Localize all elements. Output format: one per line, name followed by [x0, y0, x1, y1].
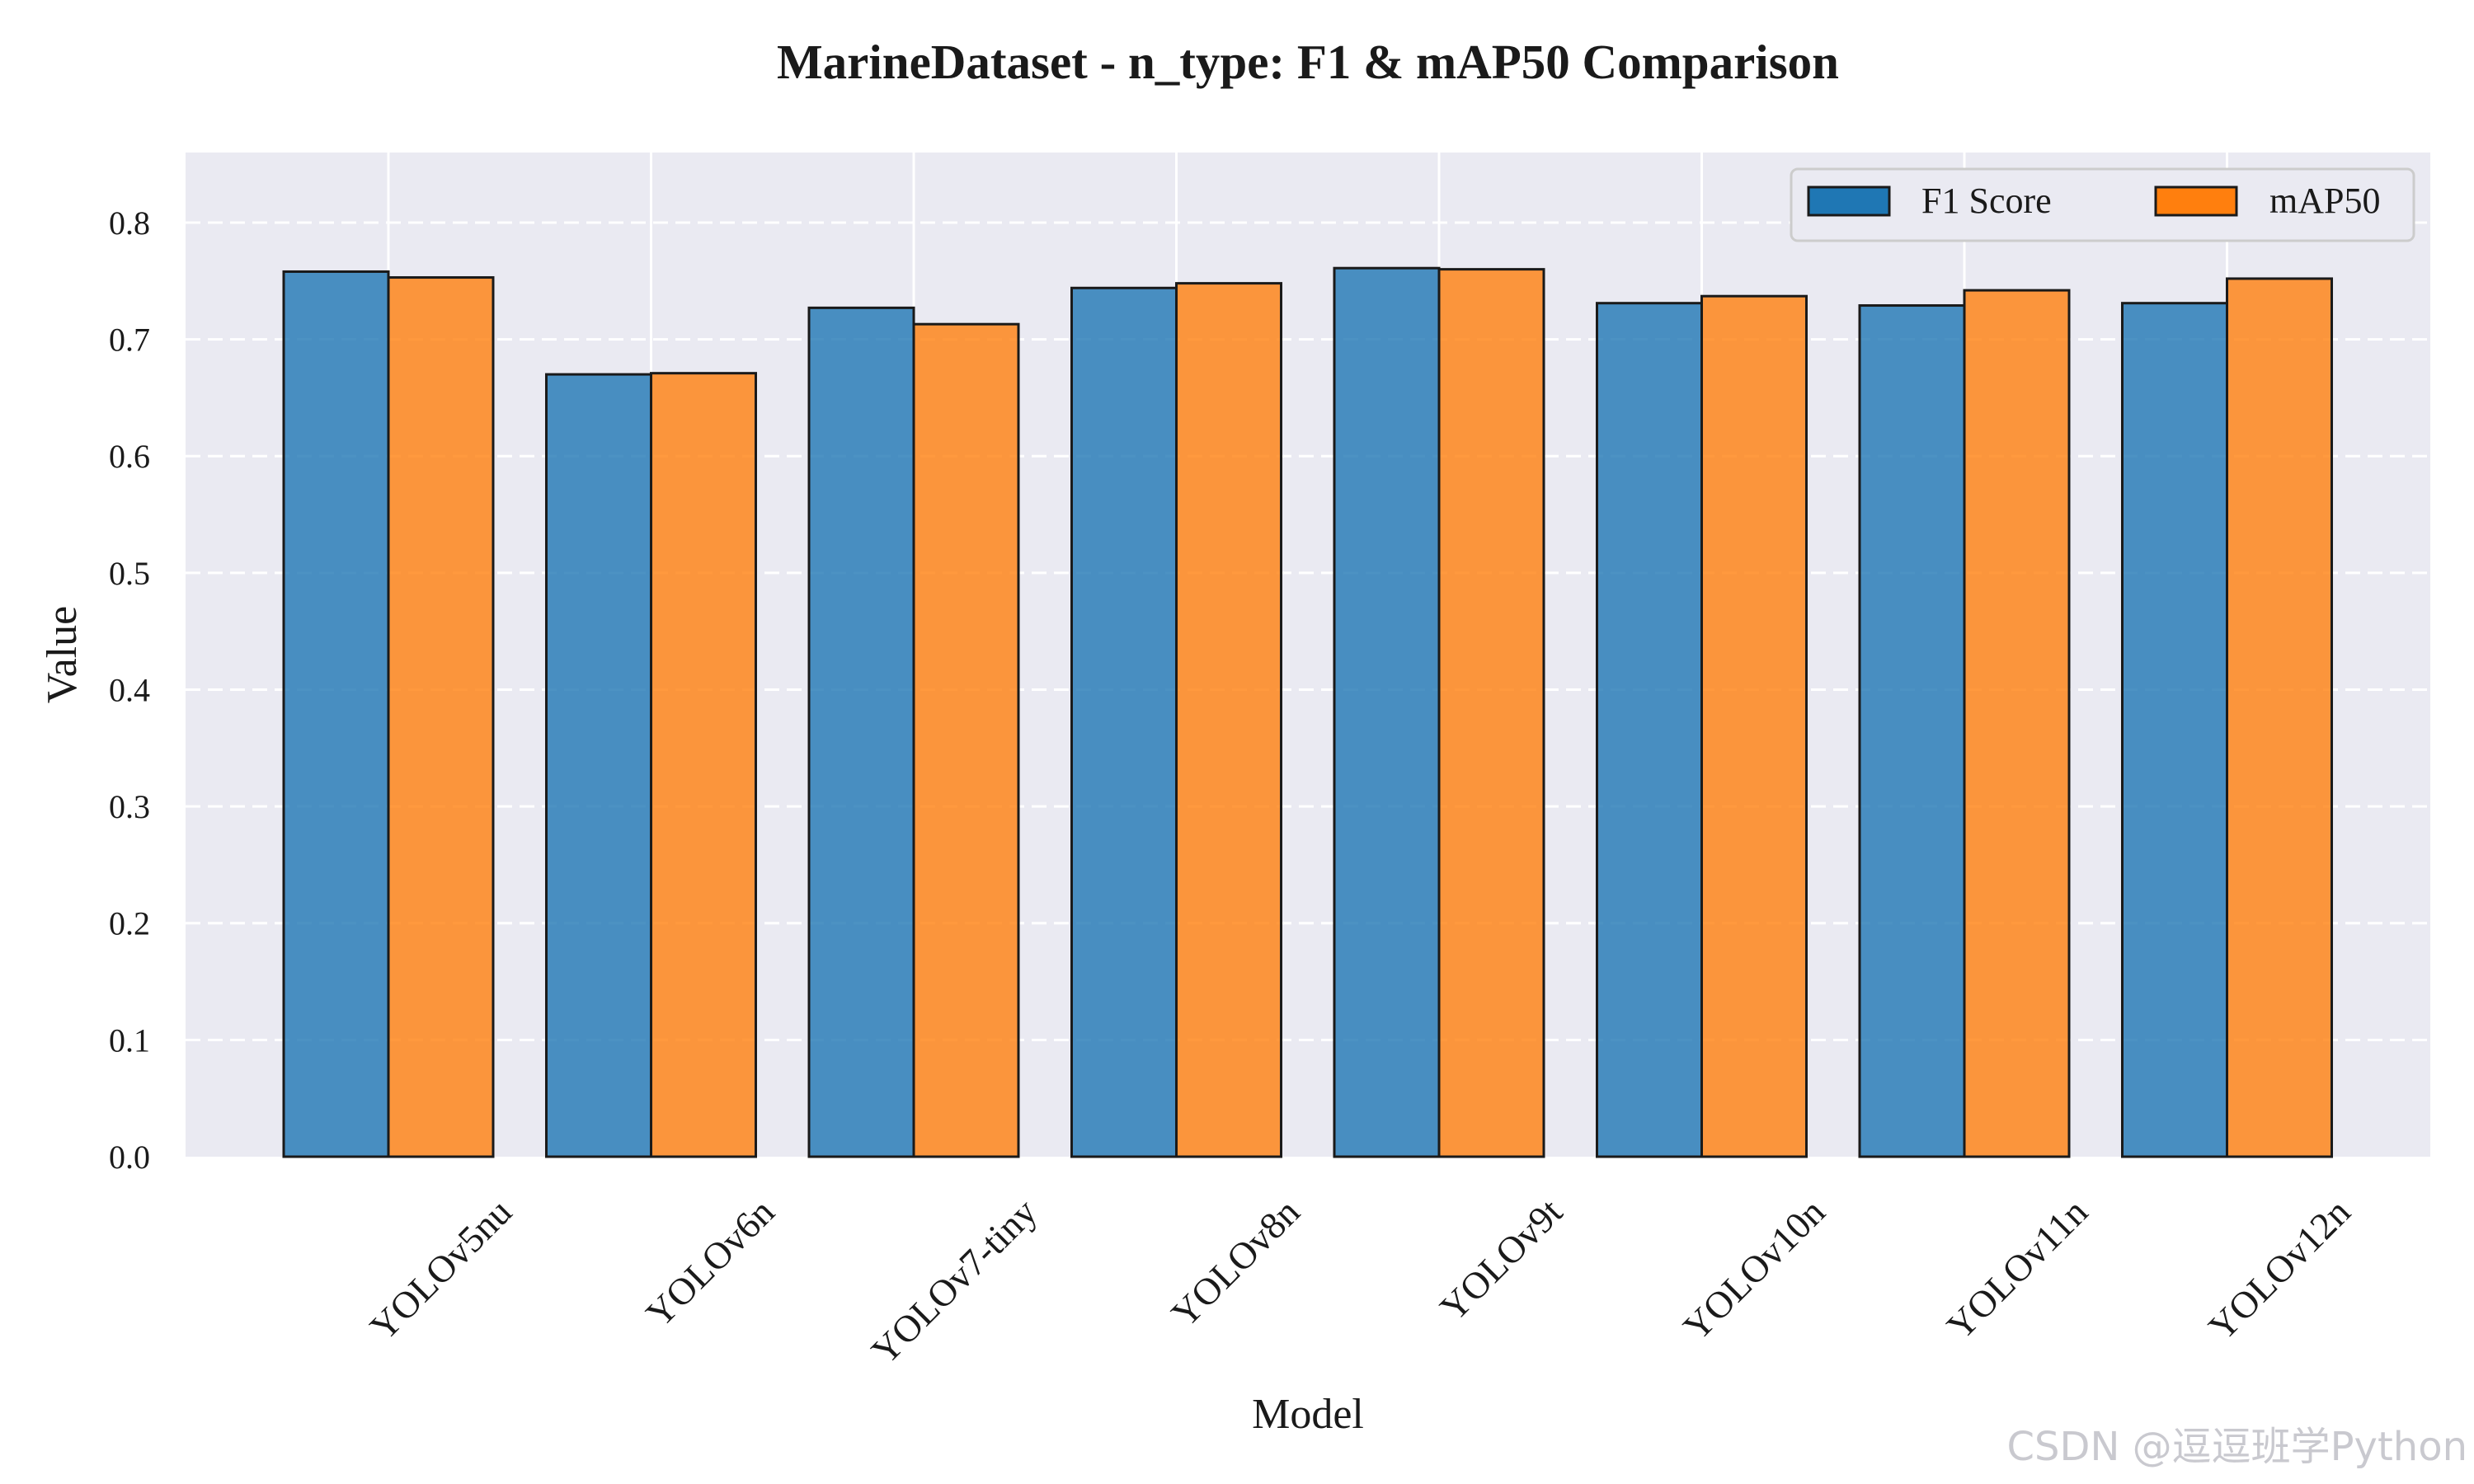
bar-map50: [650, 372, 757, 1158]
bar-f1: [1596, 302, 1703, 1158]
x-tick-label: YOLOv8n: [1163, 1190, 1307, 1335]
y-tick-label: 0.8: [109, 204, 150, 242]
x-axis-label: Model: [1252, 1391, 1364, 1438]
bar-map50: [912, 322, 1020, 1158]
bar-f1: [1070, 286, 1178, 1158]
y-tick-label: 0.4: [109, 671, 150, 708]
legend: F1 Score mAP50: [1790, 167, 2415, 242]
chart-title: MarineDataset - n_type: F1 & mAP50 Compa…: [777, 35, 1839, 89]
y-tick-label: 0.0: [109, 1139, 150, 1176]
x-tick-label: YOLOv12n: [2200, 1190, 2358, 1348]
legend-swatch-f1: [1807, 186, 1891, 217]
bar-map50: [1700, 294, 1808, 1158]
x-tick-label: YOLOv9t: [1432, 1190, 1570, 1329]
y-tick-label: 0.3: [109, 788, 150, 825]
x-tick-labels: YOLOv5nu YOLOv6n YOLOv7-tiny YOLOv8n YOLOv9t…: [362, 1190, 2359, 1373]
y-tick-label: 0.5: [109, 555, 150, 592]
x-tick-label: YOLOv7-tiny: [863, 1190, 1045, 1372]
bar-map50: [1963, 289, 2071, 1158]
x-tick-label: YOLOv5nu: [362, 1190, 520, 1348]
legend-swatch-map50: [2154, 186, 2238, 217]
bar-f1: [545, 373, 652, 1158]
bar-map50: [1437, 268, 1545, 1158]
x-tick-label: YOLOv11n: [1939, 1190, 2095, 1347]
y-tick-label: 0.1: [109, 1021, 150, 1059]
legend-label-map50: mAP50: [2269, 181, 2380, 221]
bar-f1: [2121, 302, 2228, 1158]
bar-map50: [2226, 277, 2333, 1158]
plot-area: [186, 153, 2430, 1157]
y-tick-label: 0.6: [109, 438, 150, 475]
legend-frame: [1790, 167, 2415, 242]
bar-map50: [1175, 282, 1282, 1158]
bars-group: [282, 266, 2333, 1158]
bar-f1: [1333, 266, 1441, 1158]
y-tick-label: 0.7: [109, 322, 150, 359]
bar-f1: [807, 306, 915, 1158]
bar-map50: [387, 276, 495, 1158]
legend-label-f1: F1 Score: [1921, 181, 2052, 221]
x-tick-label: YOLOv10n: [1675, 1190, 1832, 1348]
y-tick-label: 0.2: [109, 905, 150, 942]
x-tick-label: YOLOv6n: [637, 1190, 782, 1335]
watermark: CSDN @逗逗班学Python: [2007, 1424, 2468, 1470]
y-axis-label: Value: [39, 606, 86, 703]
bar-f1: [1858, 304, 1966, 1158]
y-tick-labels: 0.0 0.1 0.2 0.3 0.4 0.5 0.6 0.7 0.8: [109, 204, 150, 1176]
bar-f1: [282, 270, 390, 1158]
